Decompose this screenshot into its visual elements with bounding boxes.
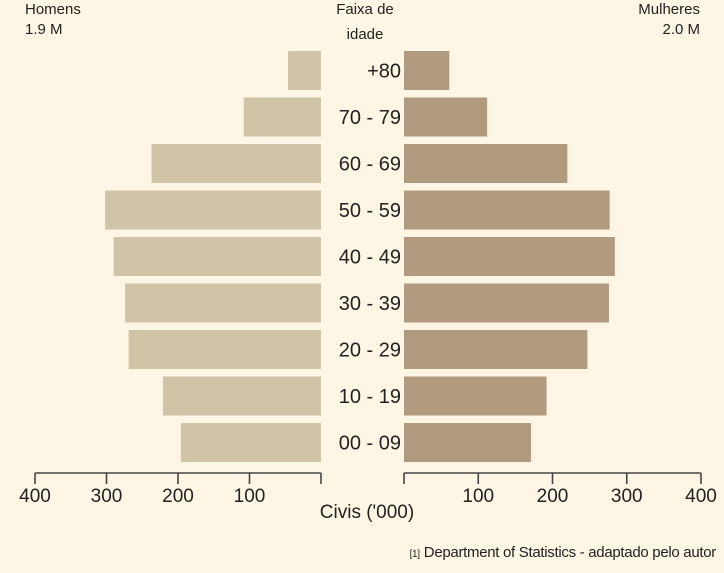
right-tick-label-1: 100	[462, 486, 494, 507]
right-header: Mulheres 2.0 M	[638, 1, 700, 38]
age-group-label-0: +80	[367, 61, 401, 83]
bar-men-8	[180, 423, 321, 462]
bar-men-7	[162, 376, 321, 416]
bar-women-6	[404, 330, 588, 369]
age-group-labels: +80 70 - 79 60 - 69 50 - 59 40 - 49 30 - 39 20…	[339, 61, 401, 455]
left-series-total: 1.9 M	[25, 21, 63, 38]
bar-men-0	[288, 51, 321, 90]
bar-women-8	[404, 423, 531, 462]
left-series-name: Homens	[25, 1, 81, 18]
left-tick-label-0: 400	[19, 486, 51, 507]
bar-women-3	[404, 190, 610, 230]
age-group-label-1: 70 - 79	[339, 107, 401, 129]
bar-men-6	[128, 330, 321, 369]
x-axis-label: Civis ('000)	[320, 502, 414, 523]
left-tick-label-3: 100	[234, 486, 266, 507]
bar-women-1	[404, 97, 488, 137]
bar-women-4	[404, 237, 615, 276]
right-series-name: Mulheres	[638, 1, 700, 18]
left-tick-label-1: 300	[91, 486, 123, 507]
age-group-label-7: 10 - 19	[339, 386, 401, 408]
right-tick-label-3: 300	[611, 486, 643, 507]
axis-ticks: 400 300 200 100 100 200 300 400	[19, 473, 717, 507]
bar-women-2	[404, 144, 568, 183]
left-header: Homens 1.9 M	[25, 1, 81, 38]
bar-men-3	[105, 190, 321, 230]
age-group-label-4: 40 - 49	[339, 247, 401, 269]
center-header-line-1: Faixa de	[336, 1, 394, 18]
age-group-label-6: 20 - 29	[339, 340, 401, 362]
right-tick-label-2: 200	[537, 486, 569, 507]
center-header-line-2: idade	[347, 26, 384, 43]
bar-women-7	[404, 376, 547, 416]
bar-women-0	[404, 51, 450, 90]
bar-women-5	[404, 283, 609, 323]
source-note: [1] Department of Statistics - adaptado p…	[409, 544, 717, 561]
source-text: Department of Statistics - adaptado pelo…	[423, 544, 717, 561]
bar-men-2	[151, 144, 321, 183]
right-tick-label-4: 400	[685, 486, 717, 507]
women-bars	[404, 51, 615, 462]
age-group-label-5: 30 - 39	[339, 293, 401, 315]
right-series-total: 2.0 M	[662, 21, 700, 38]
source-ref: [1]	[409, 549, 421, 560]
bar-men-4	[113, 237, 322, 276]
left-tick-label-2: 200	[162, 486, 194, 507]
center-header: Faixa de idade	[336, 1, 394, 43]
men-bars	[105, 51, 322, 462]
bar-men-1	[243, 97, 321, 137]
age-group-label-8: 00 - 09	[339, 433, 401, 455]
age-group-label-2: 60 - 69	[339, 154, 401, 176]
age-group-label-3: 50 - 59	[339, 200, 401, 222]
bar-men-5	[125, 283, 321, 323]
